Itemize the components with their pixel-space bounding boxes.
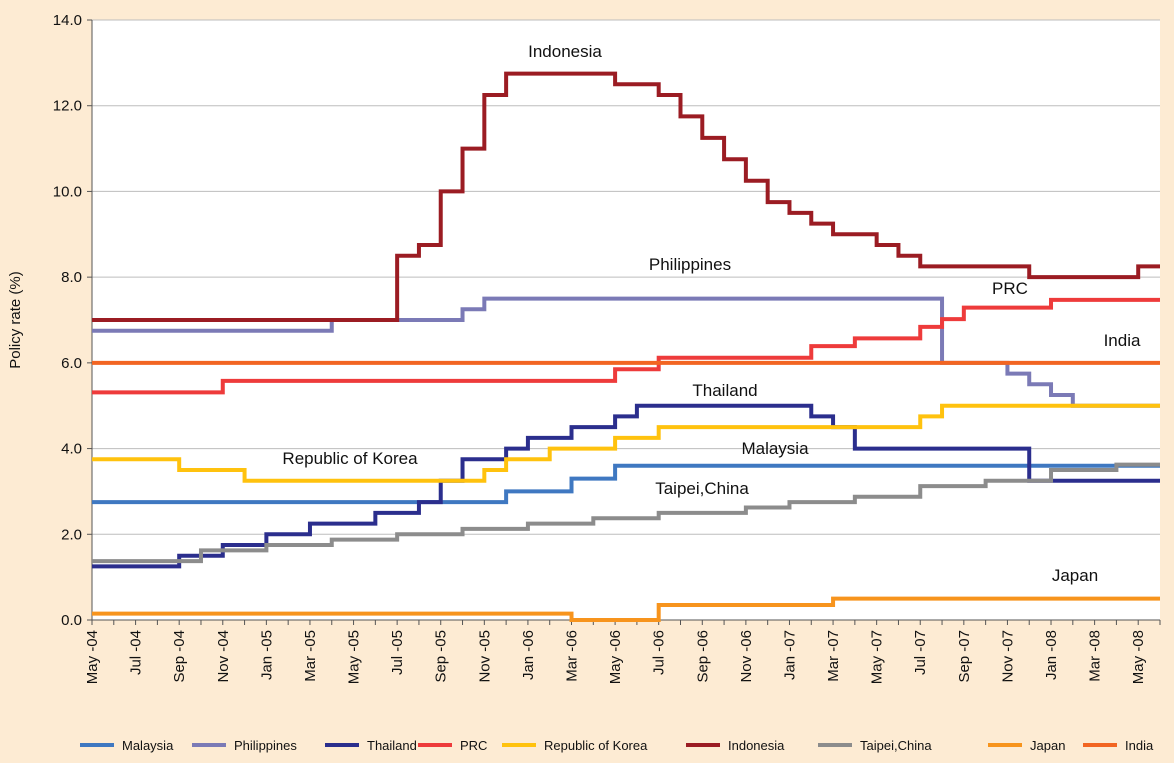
series-line xyxy=(92,403,1160,569)
legend-label: PRC xyxy=(460,738,487,753)
x-tick-label: Sep -04 xyxy=(171,630,188,683)
y-tick-label: 2.0 xyxy=(61,526,82,543)
y-tick-label: 12.0 xyxy=(53,98,82,115)
x-tick-label: Nov -05 xyxy=(476,630,493,683)
x-tick-label: Nov -06 xyxy=(738,630,755,683)
y-tick-label: 14.0 xyxy=(53,12,82,29)
x-tick-label: Jan -06 xyxy=(520,630,537,680)
y-tick-label: 0.0 xyxy=(61,612,82,629)
x-tick-label: Jan -07 xyxy=(781,630,798,680)
series-line xyxy=(92,462,1160,564)
x-tick-label: Sep -07 xyxy=(956,630,973,683)
legend-label: India xyxy=(1125,738,1154,753)
x-tick-label: Jul -07 xyxy=(912,630,929,675)
series-line xyxy=(92,463,1160,505)
legend-label: Thailand xyxy=(367,738,417,753)
series-line xyxy=(92,71,1160,322)
legend-label: Philippines xyxy=(234,738,297,753)
annotation: Taipei,China xyxy=(655,479,749,498)
series-line xyxy=(92,596,1160,622)
x-tick-label: Nov -04 xyxy=(215,630,232,683)
x-tick-label: Sep -06 xyxy=(694,630,711,683)
series-line xyxy=(92,297,1160,395)
annotation: Japan xyxy=(1052,566,1098,585)
x-tick-label: Sep -05 xyxy=(433,630,450,683)
x-tick-label: Mar -05 xyxy=(302,630,319,682)
annotation: Thailand xyxy=(692,381,757,400)
annotation: Republic of Korea xyxy=(282,449,418,468)
legend-label: Japan xyxy=(1030,738,1065,753)
y-tick-label: 8.0 xyxy=(61,269,82,286)
x-tick-label: May -08 xyxy=(1130,630,1147,684)
x-tick-label: Mar -08 xyxy=(1087,630,1104,682)
legend-label: Republic of Korea xyxy=(544,738,648,753)
y-tick-label: 10.0 xyxy=(53,183,82,200)
annotation: India xyxy=(1104,331,1141,350)
legend-label: Malaysia xyxy=(122,738,174,753)
annotation: Indonesia xyxy=(528,42,602,61)
legend-label: Indonesia xyxy=(728,738,785,753)
x-tick-label: Mar -07 xyxy=(825,630,842,682)
x-tick-label: May -04 xyxy=(84,630,101,684)
x-tick-label: Jul -05 xyxy=(389,630,406,675)
x-tick-label: Jan -08 xyxy=(1043,630,1060,680)
y-tick-label: 4.0 xyxy=(61,441,82,458)
x-tick-label: May -05 xyxy=(346,630,363,684)
legend-label: Taipei,China xyxy=(860,738,932,753)
annotation: Philippines xyxy=(649,255,731,274)
y-axis-label: Policy rate (%) xyxy=(7,271,24,369)
x-tick-label: Jul -06 xyxy=(651,630,668,675)
annotation: Malaysia xyxy=(741,439,809,458)
x-tick-label: Nov -07 xyxy=(999,630,1016,683)
series-line xyxy=(92,296,1160,408)
annotation: PRC xyxy=(992,279,1028,298)
x-tick-label: May -06 xyxy=(607,630,624,684)
x-tick-label: May -07 xyxy=(869,630,886,684)
x-tick-label: Jan -05 xyxy=(258,630,275,680)
y-tick-label: 6.0 xyxy=(61,355,82,372)
x-tick-label: Jul -04 xyxy=(128,630,145,675)
series-line xyxy=(92,403,1160,483)
x-tick-label: Mar -06 xyxy=(564,630,581,682)
